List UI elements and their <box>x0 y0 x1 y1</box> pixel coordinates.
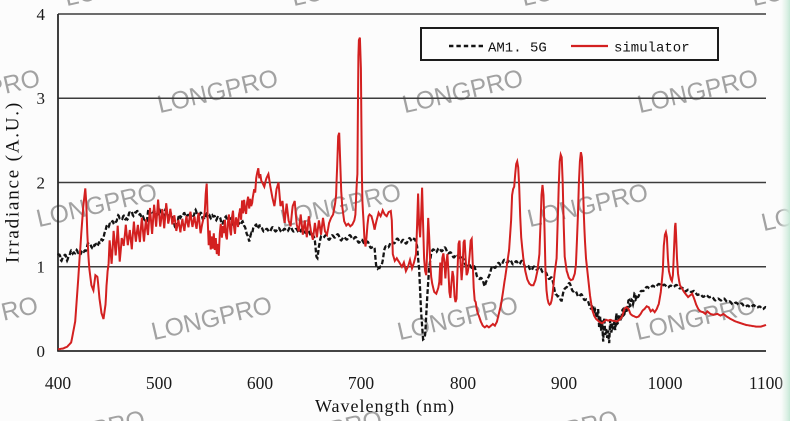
svg-text:2: 2 <box>37 173 46 192</box>
svg-text:3: 3 <box>37 89 46 108</box>
svg-text:1: 1 <box>37 258 46 277</box>
svg-text:700: 700 <box>348 373 375 393</box>
svg-text:800: 800 <box>450 373 477 393</box>
svg-text:900: 900 <box>551 373 578 393</box>
svg-text:500: 500 <box>146 373 173 393</box>
svg-text:Wavelength (nm): Wavelength (nm) <box>315 396 455 417</box>
svg-text:1000: 1000 <box>648 373 683 393</box>
svg-text:4: 4 <box>37 5 46 24</box>
svg-text:400: 400 <box>45 373 72 393</box>
svg-text:simulator: simulator <box>614 41 690 57</box>
svg-text:AM1. 5G: AM1. 5G <box>488 41 547 57</box>
svg-text:Irradiance (A.U.): Irradiance (A.U.) <box>3 101 24 263</box>
svg-text:0: 0 <box>37 342 46 361</box>
svg-text:1100: 1100 <box>749 373 784 393</box>
svg-text:600: 600 <box>247 373 274 393</box>
